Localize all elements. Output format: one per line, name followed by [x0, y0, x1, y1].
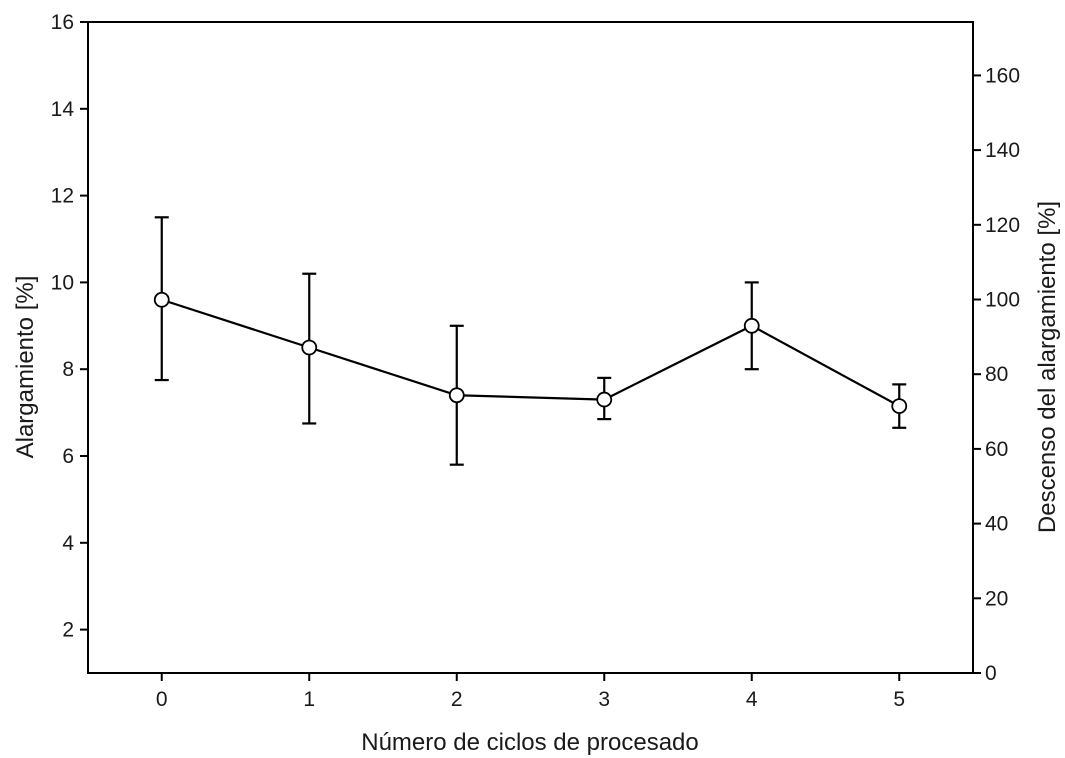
y2-tick-label: 60	[985, 438, 1008, 461]
data-point	[743, 317, 760, 334]
data-point	[596, 391, 613, 408]
y-axis-left-ticks: 2 4 6 8 10 12 14 16	[51, 11, 88, 642]
y2-tick-label: 20	[985, 587, 1008, 610]
x-axis-ticks: 0 1 2 3 4 5	[156, 673, 905, 711]
series-line	[161, 298, 900, 408]
data-point	[448, 387, 465, 404]
plot-frame	[87, 21, 974, 674]
x-tick-label: 3	[598, 688, 610, 711]
y2-tick-label: 80	[985, 363, 1008, 386]
y2-tick-label: 160	[985, 64, 1020, 87]
x-tick-label: 5	[893, 688, 905, 711]
y-tick-label: 6	[62, 445, 74, 468]
series-group	[153, 291, 908, 414]
y2-tick-label: 0	[985, 662, 997, 685]
data-point	[891, 398, 908, 414]
y-axis-left-title: Alargamiento [%]	[12, 276, 39, 459]
y2-tick-label: 140	[985, 139, 1020, 162]
y-tick-label: 8	[62, 358, 74, 381]
y-tick-label: 2	[62, 619, 74, 642]
y-tick-label: 4	[62, 532, 74, 555]
data-point	[153, 291, 170, 308]
x-axis-title: Número de ciclos de procesado	[361, 729, 699, 756]
y-tick-label: 14	[51, 98, 75, 121]
x-tick-label: 1	[303, 688, 315, 711]
y2-tick-label: 100	[985, 289, 1020, 312]
x-tick-label: 2	[451, 688, 463, 711]
y-axis-right-ticks: 0 20 40 60 80 100 120 140 160	[973, 64, 1020, 685]
y2-tick-label: 40	[985, 513, 1008, 536]
x-tick-label: 4	[746, 688, 758, 711]
y-tick-label: 16	[51, 11, 74, 34]
y-tick-label: 12	[51, 185, 74, 208]
data-point	[301, 339, 318, 356]
x-tick-label: 0	[156, 688, 168, 711]
y2-tick-label: 120	[985, 214, 1020, 237]
y-tick-label: 10	[51, 271, 74, 294]
error-bars	[154, 216, 907, 466]
y-axis-right-title: Descenso del alargamiento [%]	[1034, 201, 1061, 533]
